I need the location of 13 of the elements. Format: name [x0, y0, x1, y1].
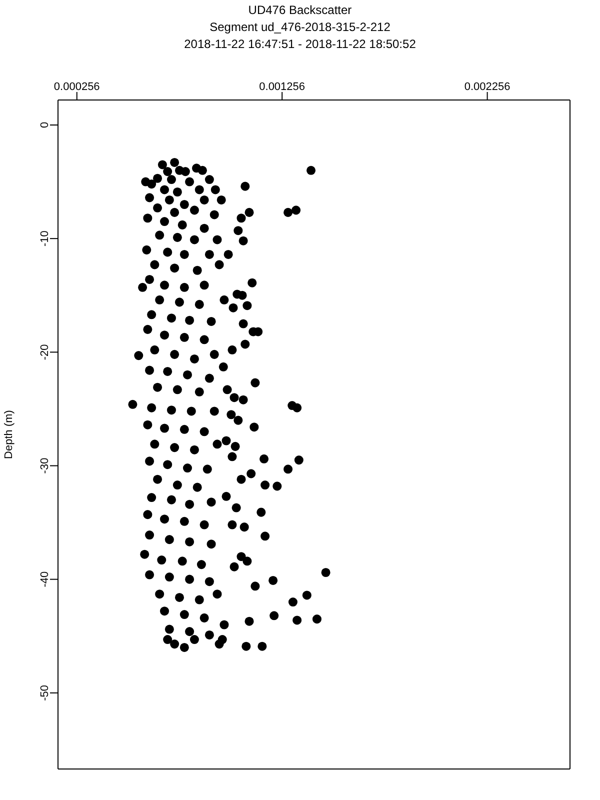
y-tick-label: -30	[39, 458, 51, 474]
y-tick-label: -40	[39, 571, 51, 588]
x-tick-label: 0.002256	[464, 81, 510, 93]
y-tick-label: -10	[39, 230, 51, 247]
y-tick-label: 0	[39, 122, 51, 128]
x-tick-label: 0.001256	[259, 81, 306, 93]
y-axis-title: Depth (m)	[2, 410, 15, 459]
chart-title: UD476 Backscatter	[247, 2, 353, 19]
text: 2018-11-22 16:47:51 - 2018-11-22 18:50:52	[183, 36, 417, 53]
y-tick-label: -20	[39, 344, 51, 360]
chart-subtitle: Segment ud_476-2018-315-2-212	[208, 19, 392, 36]
y-tick-label: -50	[39, 684, 51, 701]
x-tick-label: 0.000256	[54, 81, 100, 93]
